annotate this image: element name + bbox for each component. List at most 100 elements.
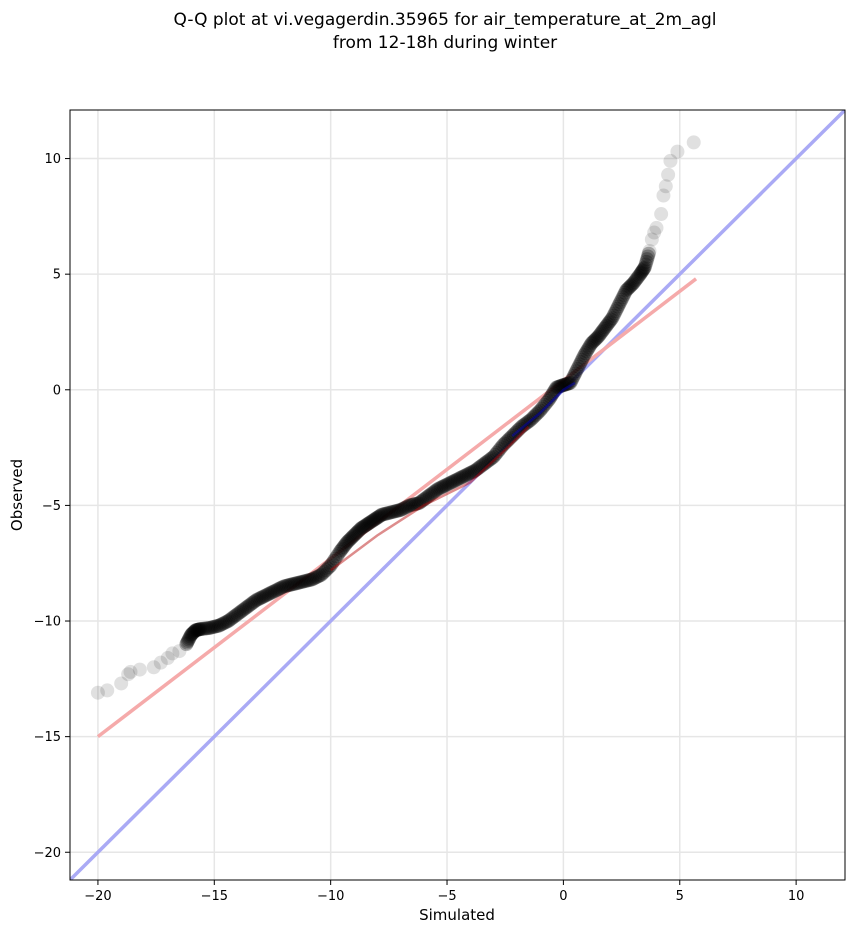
- quantile-point: [407, 497, 422, 512]
- quantile-point: [204, 620, 219, 635]
- quantile-point: [549, 380, 564, 395]
- quantile-point: [634, 264, 649, 279]
- quantile-point: [505, 429, 520, 444]
- quantile-point: [283, 577, 298, 592]
- quantile-point: [396, 501, 411, 516]
- quantile-point: [184, 627, 199, 642]
- quantile-point: [355, 520, 370, 535]
- quantile-point: [633, 266, 648, 281]
- quantile-point: [222, 612, 237, 627]
- quantile-point: [300, 573, 315, 588]
- quantile-point: [196, 621, 211, 636]
- chart-title-line-1: Q-Q plot at vi.vegagerdin.35965 for air_…: [173, 10, 716, 30]
- y-tick-label: 5: [53, 268, 61, 283]
- quantile-point: [632, 268, 647, 283]
- quantile-point: [636, 262, 651, 277]
- quantile-point: [500, 433, 515, 448]
- quantile-point: [229, 608, 244, 623]
- quantile-point: [615, 290, 630, 305]
- quantile-point: [181, 632, 196, 647]
- quantile-point: [358, 518, 373, 533]
- y-axis-label: Observed: [8, 459, 26, 531]
- quantile-point: [599, 318, 614, 333]
- quantile-point: [578, 346, 593, 361]
- quantile-point: [514, 419, 529, 434]
- quantile-point: [654, 207, 669, 222]
- quantile-point: [182, 630, 197, 645]
- quantile-point: [357, 519, 372, 534]
- quantile-point: [260, 587, 275, 602]
- quantile-point: [531, 405, 546, 420]
- quantile-point: [429, 483, 444, 498]
- quantile-point: [384, 505, 399, 520]
- quantile-point: [292, 575, 307, 590]
- quantile-point: [485, 451, 500, 466]
- quantile-point: [275, 580, 290, 595]
- quantile-point: [590, 330, 605, 345]
- quantile-point: [526, 409, 541, 424]
- quantile-point: [372, 509, 387, 524]
- quantile-point: [263, 586, 278, 601]
- quantile-point: [600, 317, 615, 332]
- quantile-point: [377, 506, 392, 521]
- quantile-point: [319, 563, 334, 578]
- quantile-point: [558, 377, 573, 392]
- quantile-point: [533, 403, 548, 418]
- quantile-point: [238, 601, 253, 616]
- quantile-point: [583, 338, 598, 353]
- quantile-point: [213, 617, 228, 632]
- quantile-point: [628, 273, 643, 288]
- chart-title-line-2: from 12-18h during winter: [333, 33, 557, 53]
- quantile-point: [345, 529, 360, 544]
- y-tick-label: −20: [34, 846, 61, 861]
- quantile-point: [338, 536, 353, 551]
- quantile-point: [360, 516, 375, 531]
- quantile-point: [520, 415, 535, 430]
- quantile-point: [464, 465, 479, 480]
- quantile-point: [255, 590, 270, 605]
- quantile-point: [187, 624, 202, 639]
- quantile-point: [221, 614, 236, 629]
- quantile-point: [580, 342, 595, 357]
- quantile-point: [274, 580, 289, 595]
- quantile-point: [435, 479, 450, 494]
- quantile-point: [633, 267, 648, 282]
- quantile-point: [503, 430, 518, 445]
- y-tick-label: 10: [44, 152, 61, 167]
- quantile-point: [543, 390, 558, 405]
- plot-frame: [69, 109, 846, 881]
- quantile-point: [559, 377, 574, 392]
- quantile-point: [416, 492, 431, 507]
- quantile-point: [475, 457, 490, 472]
- quantile-point: [542, 392, 557, 407]
- quantile-point: [202, 620, 217, 635]
- quantile-point: [236, 602, 251, 617]
- quantile-point: [629, 271, 644, 286]
- lines-layer: [70, 110, 845, 880]
- quantile-point: [363, 515, 378, 530]
- quantile-point: [364, 514, 379, 529]
- x-tick-label: −20: [84, 889, 111, 904]
- quantile-point: [326, 553, 341, 568]
- quantile-point: [516, 418, 531, 433]
- quantile-point: [637, 261, 652, 276]
- quantile-point: [605, 311, 620, 326]
- quantile-point: [609, 301, 624, 316]
- grid: [70, 110, 845, 880]
- y-tick-label: −15: [34, 730, 61, 745]
- quantile-point: [287, 576, 302, 591]
- quantile-point: [278, 578, 293, 593]
- quantile-point: [557, 377, 572, 392]
- quantile-point: [593, 326, 608, 341]
- quantile-point: [153, 655, 168, 670]
- quantile-point: [309, 570, 324, 585]
- quantile-point: [241, 598, 256, 613]
- x-tick-label: −10: [317, 889, 344, 904]
- quantile-point: [612, 297, 627, 312]
- quantile-point: [280, 578, 295, 593]
- quantile-point: [180, 635, 195, 650]
- quantile-point: [190, 622, 205, 637]
- fit-line: [96, 277, 698, 739]
- quantile-point: [367, 512, 382, 527]
